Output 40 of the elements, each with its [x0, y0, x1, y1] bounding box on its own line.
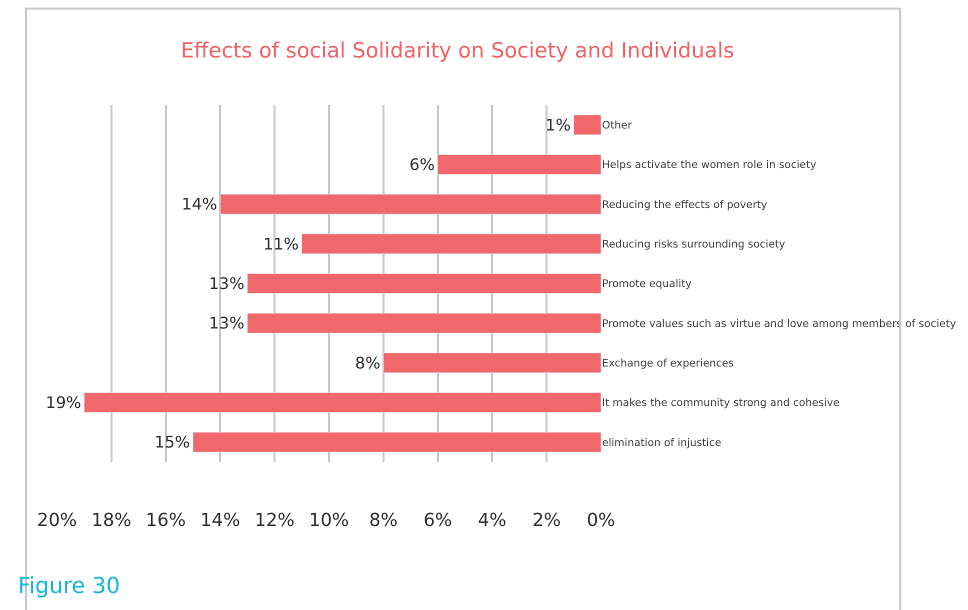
data-label: 13%	[208, 274, 244, 293]
x-tick-label: 0%	[586, 510, 616, 531]
bar	[383, 352, 601, 373]
y-tick-label: Reducing the effects of poverty	[602, 198, 768, 211]
x-tick-label: 6%	[424, 510, 452, 531]
y-tick-label: Exchange of experiences	[602, 358, 734, 370]
data-label: 19%	[46, 393, 82, 412]
data-label: 1%	[545, 115, 571, 134]
x-tick-label: 2%	[532, 510, 561, 531]
y-tick-label: It makes the community strong and cohesive	[602, 397, 840, 410]
bar	[220, 194, 601, 214]
x-tick-label: 20%	[36, 510, 78, 531]
y-tick-label: Promote equality	[602, 278, 692, 290]
y-tick-label: elimination of injustice	[602, 436, 722, 449]
data-label: 8%	[355, 353, 380, 372]
x-tick-label: 12%	[254, 510, 295, 531]
bar	[574, 114, 601, 135]
y-tick-label: Reducing risks surrounding society	[602, 238, 786, 251]
bar	[192, 432, 601, 452]
x-tick-label: 10%	[308, 510, 350, 531]
data-label: 11%	[263, 234, 299, 254]
bar	[302, 234, 601, 254]
caption: Figure 30	[18, 574, 120, 599]
chart-title: Effects of social Solidarity on Society and Individuals	[180, 38, 734, 62]
x-tick-label: 16%	[146, 510, 186, 531]
bar	[438, 154, 601, 175]
bar	[84, 392, 601, 413]
data-label: 15%	[154, 432, 190, 452]
data-label: 14%	[182, 194, 218, 214]
x-tick-label: 8%	[369, 510, 398, 531]
data-label: 6%	[409, 155, 435, 174]
x-tick-label: 4%	[478, 510, 506, 531]
x-tick-label: 18%	[91, 510, 132, 531]
y-tick-label: Helps activate the women role in society	[602, 159, 816, 172]
y-tick-label: Other	[602, 120, 632, 132]
bar	[247, 273, 601, 294]
bar	[247, 313, 601, 334]
x-tick-label: 14%	[200, 510, 240, 531]
y-tick-label: Promote values such as virtue and love among members of society	[602, 318, 956, 330]
data-label: 13%	[208, 314, 244, 333]
